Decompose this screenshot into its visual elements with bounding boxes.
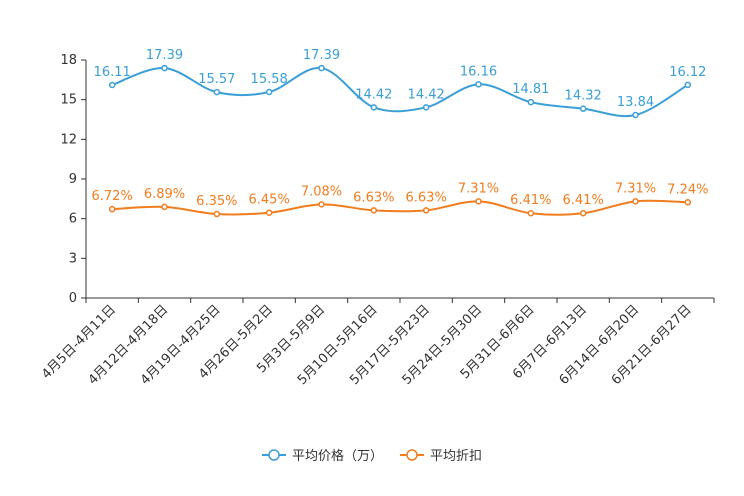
data-label: 16.16 <box>460 64 497 79</box>
data-point <box>527 209 535 217</box>
data-label: 15.57 <box>198 72 235 87</box>
data-label: 6.63% <box>406 190 447 205</box>
data-point <box>318 64 325 72</box>
series-line-discount <box>112 199 688 216</box>
y-tick-label: 18 <box>60 53 77 68</box>
data-label: 6.41% <box>563 193 604 208</box>
data-label: 7.31% <box>458 181 499 196</box>
data-label: 6.89% <box>144 187 185 202</box>
data-point <box>422 207 430 214</box>
data-point <box>161 64 168 72</box>
data-label: 17.39 <box>303 48 340 63</box>
data-point <box>527 98 535 106</box>
data-point <box>318 201 325 208</box>
series-line-price <box>111 67 689 117</box>
legend-marker <box>268 449 280 461</box>
legend-label: 平均价格（万） <box>292 448 383 464</box>
data-label: 7.08% <box>301 184 342 199</box>
data-point <box>632 198 639 205</box>
data-label: 14.42 <box>408 87 445 102</box>
y-tick-label: 15 <box>60 93 77 108</box>
data-point <box>108 81 116 89</box>
legend-label: 平均折扣 <box>430 449 482 464</box>
data-label: 6.35% <box>196 194 237 209</box>
data-point <box>108 205 116 213</box>
data-label: 14.42 <box>355 87 392 102</box>
data-label: 13.84 <box>617 95 654 110</box>
data-label: 6.41% <box>510 193 551 208</box>
data-point <box>370 104 378 111</box>
y-tick-label: 9 <box>69 172 77 187</box>
y-tick-label: 6 <box>69 212 77 227</box>
data-point <box>161 203 168 211</box>
data-point <box>265 88 273 96</box>
legend-marker <box>406 449 418 461</box>
data-label: 7.31% <box>615 181 656 196</box>
data-point <box>684 199 692 206</box>
y-tick-label: 0 <box>69 291 77 306</box>
data-point <box>632 111 639 119</box>
data-point <box>213 88 221 96</box>
data-point <box>213 210 221 218</box>
y-tick-label: 3 <box>69 251 77 266</box>
data-point <box>265 209 273 216</box>
data-label: 6.45% <box>249 193 290 208</box>
data-point <box>475 198 482 205</box>
data-point <box>370 207 378 214</box>
data-point <box>579 105 587 112</box>
data-label: 17.39 <box>146 48 183 63</box>
data-label: 6.72% <box>92 189 133 204</box>
data-point <box>422 104 430 111</box>
data-label: 14.32 <box>565 89 602 104</box>
data-point <box>475 81 482 88</box>
data-label: 16.11 <box>94 65 131 80</box>
data-label: 15.58 <box>251 72 288 87</box>
data-point <box>579 209 587 217</box>
data-label: 16.12 <box>669 65 706 80</box>
data-label: 7.24% <box>667 182 708 197</box>
data-point <box>684 81 692 89</box>
data-label: 14.81 <box>512 82 549 97</box>
data-label: 6.63% <box>353 190 394 205</box>
y-tick-label: 12 <box>60 132 77 147</box>
